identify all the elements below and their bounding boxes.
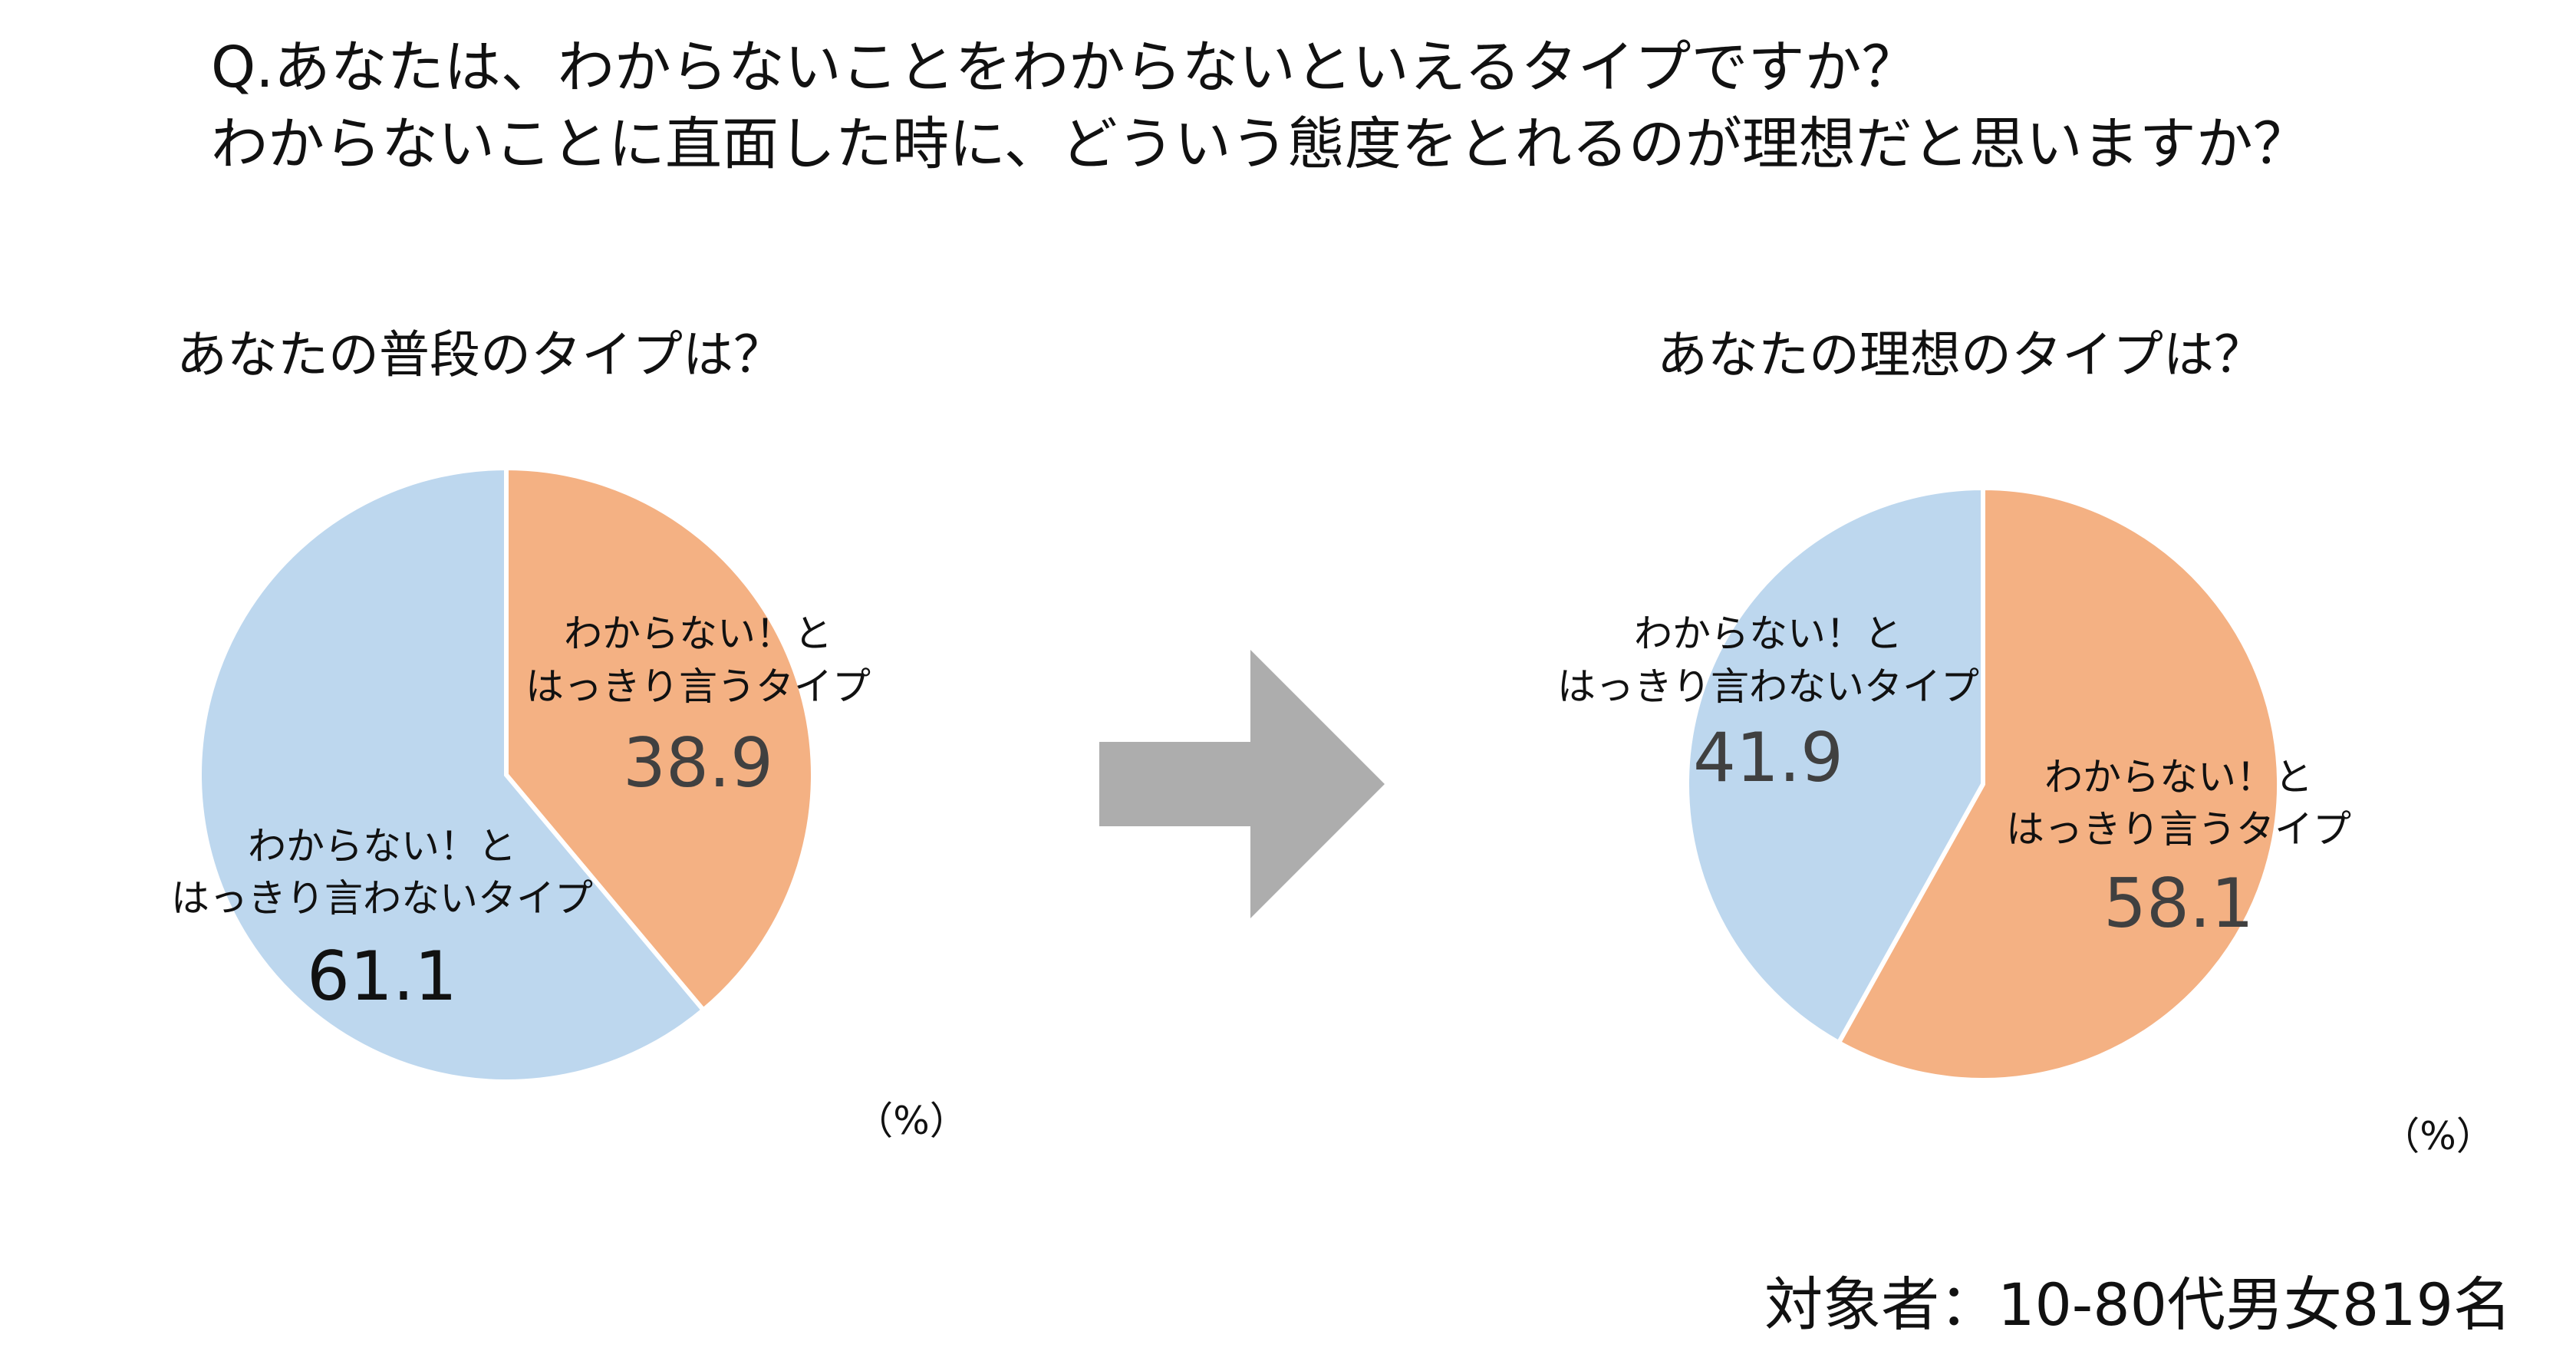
data-label-usual-say: 38.9 (623, 723, 773, 802)
pie-slice-ideal-not-say (1685, 485, 1985, 1046)
slice-label-ideal-not-say-line2: はっきり言わないタイプ (1557, 664, 1979, 709)
chart-title-ideal: あなたの理想のタイプは？ (1657, 325, 2265, 384)
data-label-usual-not-say: 61.1 (307, 937, 457, 1016)
pie-slice-usual-not-say (197, 465, 707, 1084)
slice-label-usual-not-say-line1: わからない！と (248, 824, 516, 868)
slice-label-usual-say-line1: わからない！と (564, 611, 832, 656)
data-label-ideal-not-say: 41.9 (1693, 718, 1843, 797)
pie-chart-ideal: あなたの理想のタイプは？ わからない！と はっきり言わないタイプ 41.9 わか… (1557, 325, 2495, 1158)
pie-slice-usual-say (504, 465, 815, 1013)
question-line-2: わからないことに直面した時に、どういう態度をとれるのが理想だと思いますか？ (211, 111, 2310, 177)
pie-chart-usual: あなたの普段のタイプは？ わからない！と はっきり言うタイプ 38.9 わからな… (171, 325, 968, 1143)
slice-label-ideal-say-line1: わからない！と (2044, 755, 2313, 799)
unit-label-ideal: （%） (2381, 1114, 2495, 1158)
slice-label-usual-not-say-line2: はっきり言わないタイプ (171, 876, 593, 921)
slice-label-ideal-say-line2: はっきり言うタイプ (2006, 807, 2351, 852)
question-text: Q.あなたは、わからないことをわからないといえるタイプですか？ わからないことに… (211, 29, 2528, 183)
question-line-1: Q.あなたは、わからないことをわからないといえるタイプですか？ (211, 35, 1919, 101)
slice-label-ideal-not-say-line1: わからない！と (1634, 611, 1902, 656)
data-label-ideal-say: 58.1 (2103, 864, 2254, 943)
unit-label-usual: （%） (855, 1099, 968, 1143)
chart-title-usual: あなたの普段のタイプは？ (176, 325, 784, 384)
slice-label-usual-say-line2: はっきり言うタイプ (525, 664, 871, 709)
pie-slice-ideal-say (1835, 485, 2281, 1083)
arrow-right-icon (1099, 650, 1385, 918)
sample-size-note: 対象者：10-80代男女819名 (1764, 1270, 2512, 1339)
